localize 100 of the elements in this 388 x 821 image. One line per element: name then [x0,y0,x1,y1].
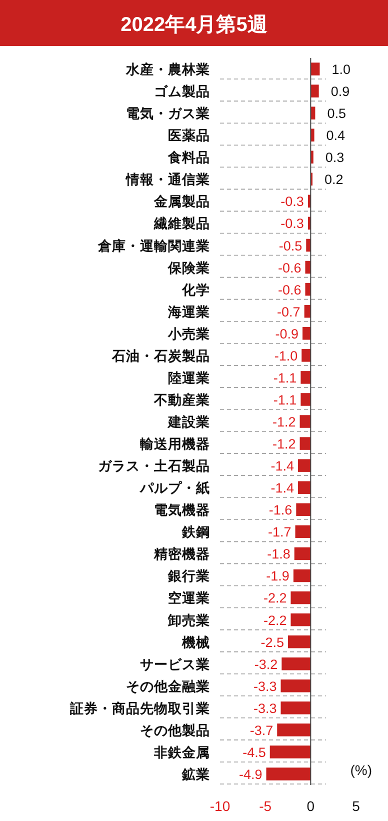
data-label: 0.5 [327,106,346,122]
data-label: -1.4 [270,458,294,474]
bar [277,724,311,736]
data-label: -3.7 [250,722,274,738]
y-tick-label: その他製品 [140,722,210,738]
bar [302,349,311,362]
bar [298,459,311,472]
annotation: (%) [350,762,372,778]
data-label: -0.6 [278,282,302,298]
data-label: -0.9 [275,326,299,342]
y-tick-label: 小売業 [167,326,210,342]
data-label: -1.1 [273,370,297,386]
bar [296,503,311,516]
bar [300,371,311,384]
y-tick-label: 電気・ガス業 [126,106,210,122]
y-tick-label: 輸送用機器 [139,436,210,452]
y-tick-label: その他金融業 [126,678,210,694]
data-label: -0.5 [278,238,302,254]
x-tick-label: 0 [306,798,315,814]
bar [302,326,311,340]
bar [290,591,311,604]
data-label: -2.5 [260,634,284,650]
data-label: -0.3 [280,194,304,210]
chart-title: 2022年4月第5週 [120,14,268,36]
data-label: -3.3 [253,700,277,716]
data-label: -1.9 [266,568,290,584]
bar [280,679,311,692]
y-tick-label: 建設業 [167,414,210,430]
y-tick-label: 精密機器 [153,546,210,562]
y-tick-label: 鉄鋼 [181,524,210,540]
bar [310,150,314,164]
bar [288,635,311,648]
bar [290,613,311,626]
data-label: -1.7 [268,524,292,540]
data-label: -1.1 [273,392,297,408]
bar [300,415,311,428]
y-tick-label: 情報・通信業 [125,172,210,188]
data-label: -3.2 [254,656,278,672]
y-tick-label: 銀行業 [167,568,210,584]
y-tick-label: 陸運業 [168,370,210,386]
bar [300,437,311,450]
y-tick-label: 不動産業 [153,391,210,408]
data-label: 0.2 [324,172,344,188]
bar [298,481,311,494]
y-tick-label: 繊維製品 [153,216,210,232]
bar [310,106,316,120]
y-tick-label: ゴム製品 [154,84,210,100]
bar [266,768,311,780]
data-label: -1.8 [267,546,290,562]
y-tick-label: パルプ・紙 [139,480,210,496]
y-tick-label: 海運業 [167,304,210,320]
y-tick-label: 石油・石炭製品 [111,348,210,364]
data-label: -1.2 [272,436,296,452]
data-label: 1.0 [332,62,351,78]
data-label: 0.9 [330,84,350,100]
data-label: -1.6 [268,502,292,518]
data-label: -1.2 [272,414,296,430]
y-tick-label: 化学 [181,282,210,298]
y-tick-label: サービス業 [140,656,210,672]
bar [282,657,311,670]
bar [295,525,311,538]
y-tick-label: 鉱業 [181,766,210,782]
data-label: -0.6 [278,260,302,276]
bar [294,547,311,560]
bar [305,260,311,274]
data-label: -2.2 [263,612,287,628]
y-tick-label: 機械 [181,634,210,650]
bar [300,393,311,406]
y-tick-label: 医薬品 [168,128,210,144]
bar [293,569,311,582]
y-tick-label: 非鉄金属 [153,744,210,760]
y-tick-label: 金属製品 [153,194,210,210]
y-tick-label: ガラス・土石製品 [98,458,210,474]
y-tick-label: 証券・商品先物取引業 [69,700,210,716]
x-tick-label: -5 [259,798,272,814]
data-label: -0.7 [277,304,300,320]
y-tick-label: 倉庫・運輸関連業 [97,237,210,254]
y-tick-label: 空運業 [168,590,210,606]
data-label: 0.3 [325,150,344,166]
y-tick-label: 食料品 [167,150,210,166]
bar [310,62,320,76]
x-tick-label: 5 [352,798,360,814]
y-tick-label: 水産・農林業 [125,61,210,78]
data-label: 0.4 [326,128,346,144]
data-label: -3.3 [253,678,277,694]
data-label: -2.2 [263,590,287,606]
y-tick-label: 保険業 [167,260,210,276]
data-label: -4.9 [238,766,262,782]
bar [270,746,311,758]
bar [305,282,311,296]
y-tick-label: 電気機器 [154,502,210,518]
bar [310,128,314,142]
bar [310,84,319,98]
data-label: -1.4 [270,480,294,496]
y-tick-label: 卸売業 [167,612,210,628]
data-label: -4.5 [242,744,266,760]
data-label: -0.3 [280,216,304,232]
x-tick-label: -10 [210,798,230,814]
data-label: -1.0 [274,348,298,364]
bar [280,702,311,714]
